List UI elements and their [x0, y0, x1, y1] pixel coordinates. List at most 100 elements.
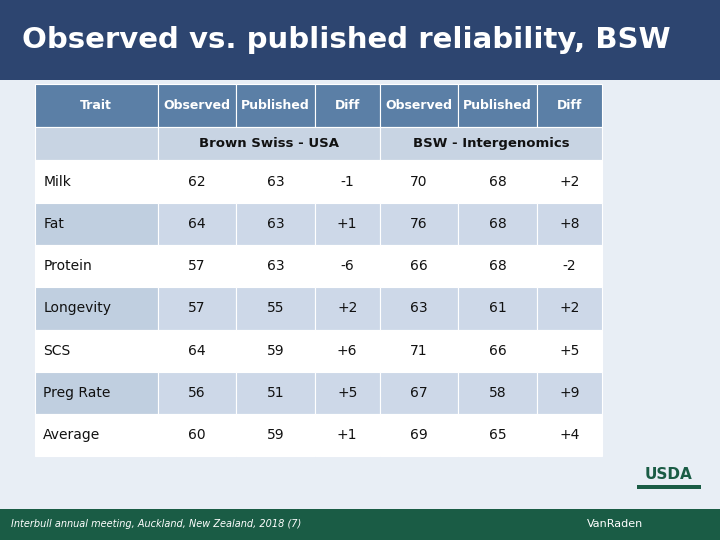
Bar [236, 414, 315, 456]
Bar [236, 372, 315, 414]
Bar [380, 287, 459, 329]
Bar [380, 372, 459, 414]
Text: 64: 64 [188, 343, 206, 357]
Text: Published: Published [241, 99, 310, 112]
Bar [459, 160, 537, 202]
Text: +2: +2 [559, 301, 580, 315]
Text: 59: 59 [266, 428, 284, 442]
Bar [380, 414, 459, 456]
Bar [537, 202, 602, 245]
Text: +2: +2 [559, 174, 580, 188]
Bar [459, 372, 537, 414]
Bar [537, 287, 602, 329]
Bar [35, 287, 158, 329]
Bar [537, 329, 602, 372]
Text: Preg Rate: Preg Rate [43, 386, 111, 400]
Bar [380, 84, 459, 127]
Bar [537, 245, 602, 287]
Text: 71: 71 [410, 343, 428, 357]
Bar [158, 287, 236, 329]
Text: USDA: USDA [645, 467, 693, 482]
Text: -1: -1 [341, 174, 354, 188]
Bar [380, 127, 602, 160]
Bar [158, 127, 380, 160]
Bar [537, 372, 602, 414]
Text: Brown Swiss - USA: Brown Swiss - USA [199, 137, 338, 150]
Text: Published: Published [463, 99, 532, 112]
Bar [35, 414, 158, 456]
Text: -2: -2 [562, 259, 576, 273]
Bar [315, 329, 380, 372]
Bar [315, 84, 380, 127]
Bar [315, 414, 380, 456]
Bar [158, 329, 236, 372]
Bar [236, 245, 315, 287]
Bar [380, 329, 459, 372]
Text: Diff: Diff [557, 99, 582, 112]
Text: 58: 58 [489, 386, 506, 400]
Bar [380, 245, 459, 287]
Bar [637, 485, 701, 489]
Text: 68: 68 [489, 259, 506, 273]
Text: Observed vs. published reliability, BSW: Observed vs. published reliability, BSW [22, 26, 670, 54]
Bar [459, 329, 537, 372]
Bar [158, 414, 236, 456]
Text: Observed: Observed [386, 99, 453, 112]
Text: 66: 66 [410, 259, 428, 273]
Text: Milk: Milk [43, 174, 71, 188]
Text: VanRaden: VanRaden [587, 519, 643, 529]
Text: 70: 70 [410, 174, 428, 188]
Bar [459, 84, 537, 127]
Text: Observed: Observed [163, 99, 230, 112]
Text: 61: 61 [489, 301, 506, 315]
Bar [158, 84, 236, 127]
Text: Interbull annual meeting, Auckland, New Zealand, 2018 (7): Interbull annual meeting, Auckland, New … [11, 519, 301, 529]
Text: 64: 64 [188, 217, 206, 231]
Text: Protein: Protein [43, 259, 92, 273]
Text: 59: 59 [266, 343, 284, 357]
Text: +1: +1 [337, 428, 358, 442]
Bar [158, 202, 236, 245]
Bar [459, 287, 537, 329]
Bar [236, 329, 315, 372]
Text: 55: 55 [266, 301, 284, 315]
Bar [35, 160, 158, 202]
Text: 63: 63 [266, 174, 284, 188]
Text: Average: Average [43, 428, 101, 442]
Text: 65: 65 [489, 428, 506, 442]
Bar [158, 245, 236, 287]
Text: Diff: Diff [335, 99, 360, 112]
Bar [35, 245, 158, 287]
Text: 66: 66 [489, 343, 506, 357]
Text: 68: 68 [489, 174, 506, 188]
Text: 69: 69 [410, 428, 428, 442]
Text: 60: 60 [188, 428, 206, 442]
Bar [315, 287, 380, 329]
Bar [315, 202, 380, 245]
Text: 57: 57 [188, 259, 206, 273]
Bar [537, 414, 602, 456]
Text: 63: 63 [410, 301, 428, 315]
Text: -6: -6 [341, 259, 354, 273]
Bar [459, 245, 537, 287]
Bar [236, 84, 315, 127]
Bar [35, 329, 158, 372]
Text: +5: +5 [559, 343, 580, 357]
Text: +6: +6 [337, 343, 358, 357]
Bar [459, 202, 537, 245]
Bar [630, 457, 708, 506]
Bar [236, 202, 315, 245]
Text: SCS: SCS [43, 343, 71, 357]
Text: 51: 51 [266, 386, 284, 400]
Text: Trait: Trait [80, 99, 112, 112]
Text: Longevity: Longevity [43, 301, 111, 315]
Bar [537, 160, 602, 202]
Text: Fat: Fat [43, 217, 64, 231]
Text: 56: 56 [188, 386, 206, 400]
Bar [315, 245, 380, 287]
Text: 62: 62 [188, 174, 206, 188]
Text: 68: 68 [489, 217, 506, 231]
Text: +1: +1 [337, 217, 358, 231]
Bar [35, 84, 158, 127]
Text: 63: 63 [266, 259, 284, 273]
